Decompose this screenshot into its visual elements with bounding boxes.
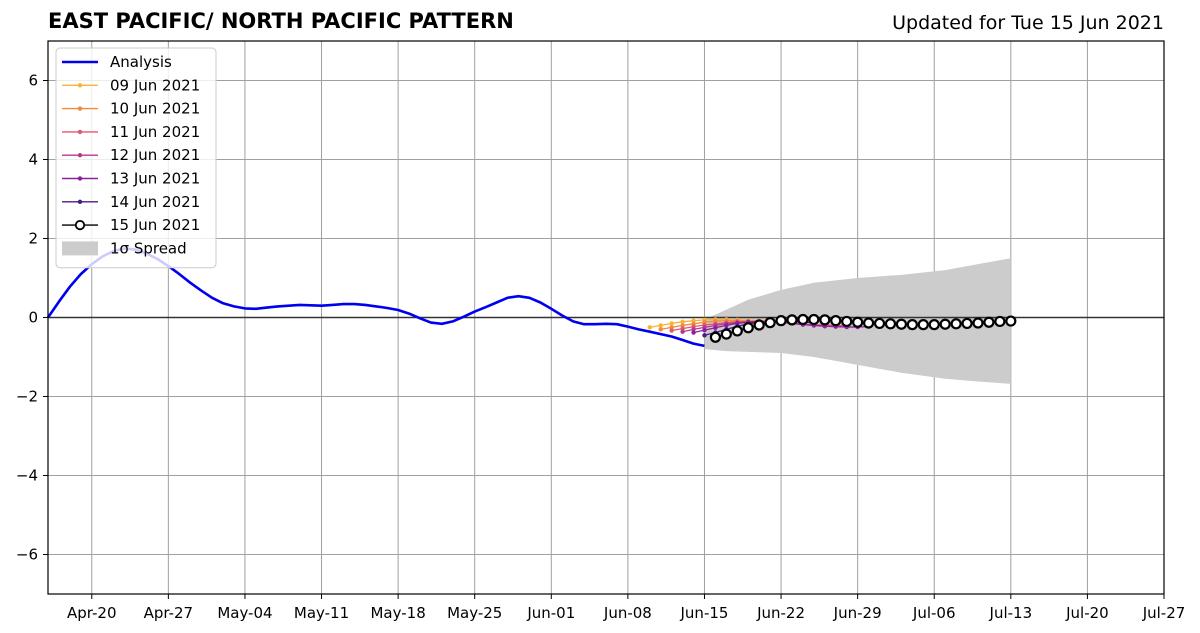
legend-label: 10 Jun 2021 (110, 100, 200, 118)
data-point (884, 318, 897, 330)
data-point (797, 313, 809, 326)
y-tick-label: −4 (16, 467, 38, 485)
x-tick-label: Jul-20 (1065, 604, 1109, 622)
x-tick-label: Jun-29 (833, 604, 882, 622)
data-point (713, 325, 718, 330)
legend-label: 09 Jun 2021 (110, 76, 200, 94)
data-point (917, 319, 929, 331)
y-tick-label: 6 (28, 72, 38, 90)
legend-label: Analysis (110, 53, 172, 71)
data-point (972, 317, 984, 329)
data-point (841, 315, 853, 328)
plot-area: Apr-20 Apr-27 May-04 May-11 May-18 May-25 Jun-… (16, 40, 1186, 622)
chart-subtitle: Updated for Tue 15 Jun 2021 (892, 12, 1164, 34)
data-point (669, 321, 674, 326)
legend-label: 1σ Spread (110, 239, 187, 257)
data-point (742, 322, 754, 334)
data-point (939, 318, 951, 330)
x-tick-label: Jun-22 (756, 604, 805, 622)
legend-swatch (62, 241, 98, 256)
legend-label: 14 Jun 2021 (110, 193, 200, 211)
data-point (906, 319, 918, 331)
data-point (961, 317, 973, 330)
data-point (647, 325, 652, 330)
data-point (895, 318, 908, 330)
data-point (1005, 315, 1017, 327)
chart-title: EAST PACIFIC/ NORTH PACIFIC PATTERN (48, 9, 514, 33)
x-tick-label: Jul-06 (912, 604, 956, 622)
data-point (862, 317, 875, 329)
data-point (691, 330, 696, 335)
data-point (786, 314, 798, 326)
x-tick-label: Jun-08 (603, 604, 652, 622)
data-point (709, 331, 722, 343)
data-point (983, 316, 995, 328)
x-tick-label: Jul-13 (989, 604, 1033, 622)
y-tick-label: −6 (16, 546, 38, 564)
legend-marker (77, 199, 83, 204)
x-tick-label: Jun-01 (526, 604, 575, 622)
legend-label: 12 Jun 2021 (110, 146, 200, 164)
data-point (753, 319, 765, 331)
data-point (724, 323, 729, 328)
legend-marker (77, 176, 83, 181)
data-point (658, 327, 663, 332)
x-tick-label: May-18 (370, 604, 425, 622)
legend-marker (77, 129, 83, 135)
data-point (819, 314, 831, 326)
y-tick-label: −2 (16, 388, 38, 406)
data-point (928, 319, 940, 331)
x-tick-label: May-04 (217, 604, 272, 622)
legend-marker (77, 152, 83, 158)
legend-label: 15 Jun 2021 (110, 216, 200, 234)
x-tick-label: Apr-27 (144, 604, 194, 622)
data-point (775, 315, 787, 327)
data-point (702, 327, 707, 333)
legend-marker (74, 220, 86, 231)
data-point (830, 315, 842, 327)
x-tick-label: Jun-15 (680, 604, 729, 622)
x-tick-label: Apr-20 (67, 604, 117, 622)
data-point (702, 333, 707, 338)
legend-marker (77, 106, 83, 111)
y-tick-label: 0 (28, 309, 38, 327)
data-point (852, 316, 864, 328)
x-tick-label: May-25 (447, 604, 502, 622)
x-tick-label: Jul-27 (1142, 604, 1186, 622)
legend-marker (77, 83, 83, 88)
y-tick-label: 2 (28, 230, 38, 248)
x-tick-label: May-11 (294, 604, 349, 622)
legend-label: 11 Jun 2021 (110, 123, 200, 141)
legend: Analysis 09 Jun 2021 10 Jun 2021 11 Jun 202… (55, 47, 217, 269)
data-point (669, 328, 674, 333)
legend-box (55, 47, 217, 269)
data-point (731, 325, 743, 337)
data-point (658, 323, 663, 328)
data-point (873, 317, 886, 330)
data-point (680, 319, 685, 325)
data-point (680, 329, 685, 334)
y-tick-label: 4 (28, 151, 38, 169)
data-point (808, 313, 820, 326)
data-point (950, 318, 962, 330)
data-point (764, 317, 776, 329)
legend-label: 13 Jun 2021 (110, 170, 200, 188)
data-point (994, 315, 1006, 328)
data-point (720, 328, 732, 340)
